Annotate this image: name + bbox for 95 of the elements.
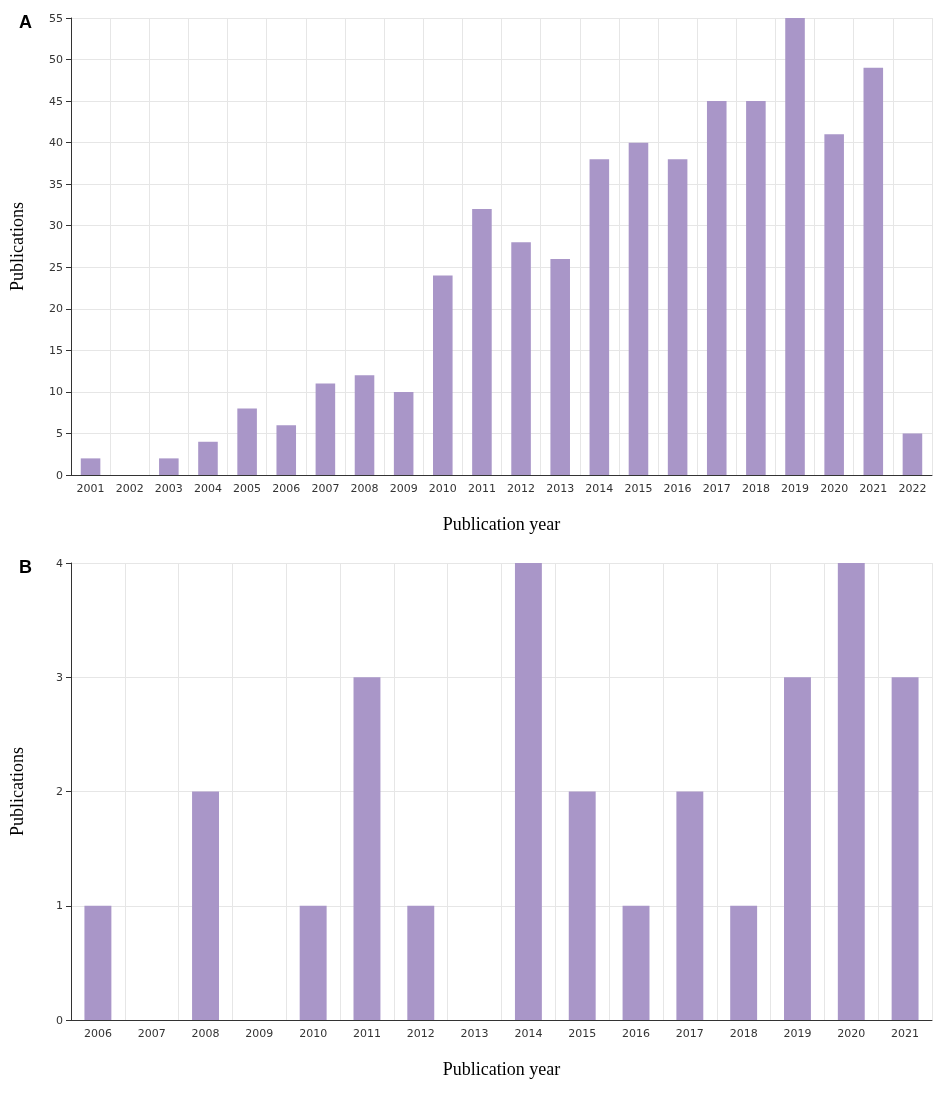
y-tick-label: 30 bbox=[49, 219, 63, 233]
x-tick-label: 2019 bbox=[783, 1027, 812, 1040]
x-axis-title: Publication year bbox=[442, 1059, 561, 1079]
x-tick-label: 2018 bbox=[729, 1027, 758, 1040]
x-tick-label: 2011 bbox=[467, 482, 496, 495]
bar bbox=[667, 159, 688, 475]
bar bbox=[354, 375, 375, 475]
x-tick-label: 2003 bbox=[154, 482, 183, 495]
x-tick-label: 2007 bbox=[311, 482, 340, 495]
bar bbox=[824, 134, 844, 475]
x-tick-label: 2013 bbox=[460, 1027, 489, 1040]
bar bbox=[784, 677, 811, 1020]
x-tick-label: 2011 bbox=[352, 1027, 381, 1040]
bar bbox=[299, 905, 327, 1020]
y-tick-label: 0 bbox=[56, 1013, 63, 1027]
x-tick-label: 2008 bbox=[191, 1027, 220, 1040]
bar bbox=[192, 791, 219, 1020]
x-tick-label: 2015 bbox=[568, 1027, 597, 1040]
x-tick-label: 2018 bbox=[741, 482, 770, 495]
bar bbox=[511, 242, 531, 475]
y-tick-label: 45 bbox=[49, 94, 63, 108]
x-tick-label: 2001 bbox=[76, 482, 105, 495]
bar bbox=[80, 458, 101, 475]
bar bbox=[568, 791, 596, 1020]
bar bbox=[891, 677, 919, 1020]
bar bbox=[393, 391, 414, 475]
bar bbox=[84, 905, 112, 1020]
bar bbox=[622, 905, 650, 1020]
y-tick-label: 25 bbox=[49, 260, 63, 274]
x-tick-label: 2015 bbox=[624, 482, 653, 495]
x-tick-label: 2012 bbox=[406, 1027, 435, 1040]
x-tick-label: 2021 bbox=[859, 482, 888, 495]
y-tick-label: 3 bbox=[56, 670, 63, 684]
y-tick-label: 15 bbox=[49, 343, 63, 357]
x-tick-label: 2009 bbox=[245, 1027, 274, 1040]
x-tick-label: 2020 bbox=[820, 482, 849, 495]
x-tick-label: 2010 bbox=[428, 482, 457, 495]
x-tick-label: 2017 bbox=[675, 1027, 704, 1040]
x-tick-label: 2022 bbox=[898, 482, 927, 495]
y-axis-title: Publications bbox=[7, 202, 27, 291]
y-tick-label: 5 bbox=[56, 426, 63, 440]
bar bbox=[514, 563, 542, 1020]
x-tick-label: 2007 bbox=[137, 1027, 166, 1040]
y-tick-label: 20 bbox=[49, 302, 63, 316]
y-tick-label: 4 bbox=[56, 556, 63, 570]
bar bbox=[706, 101, 727, 475]
bar bbox=[315, 383, 336, 475]
bar bbox=[628, 142, 649, 475]
y-tick-label: 10 bbox=[49, 385, 63, 399]
x-tick-label: 2017 bbox=[702, 482, 731, 495]
x-tick-label: 2008 bbox=[350, 482, 379, 495]
bar bbox=[746, 101, 766, 475]
bar bbox=[276, 425, 297, 475]
bar bbox=[353, 677, 381, 1020]
bar bbox=[863, 67, 884, 475]
x-tick-label: 2006 bbox=[83, 1027, 112, 1040]
x-tick-label: 2012 bbox=[507, 482, 536, 495]
y-tick-label: 50 bbox=[49, 53, 63, 67]
y-tick-label: 55 bbox=[49, 11, 63, 25]
x-tick-label: 2002 bbox=[115, 482, 144, 495]
y-tick-label: 2 bbox=[56, 785, 63, 798]
bar bbox=[902, 433, 923, 475]
y-tick-label: 1 bbox=[56, 899, 63, 913]
x-tick-label: 2009 bbox=[389, 482, 418, 495]
x-tick-label: 2006 bbox=[272, 482, 301, 495]
chart-title: B bbox=[19, 557, 32, 577]
x-tick-label: 2020 bbox=[837, 1027, 866, 1040]
y-tick-label: 35 bbox=[49, 177, 63, 191]
x-tick-label: 2021 bbox=[891, 1027, 920, 1040]
bar bbox=[237, 408, 257, 475]
y-axis-title: Publications bbox=[7, 747, 27, 836]
bar bbox=[407, 905, 435, 1020]
x-tick-label: 2016 bbox=[622, 1027, 651, 1040]
bar bbox=[785, 18, 805, 475]
chart-title: A bbox=[19, 12, 32, 32]
x-tick-label: 2014 bbox=[514, 1027, 543, 1040]
x-tick-label: 2005 bbox=[233, 482, 262, 495]
bar bbox=[433, 275, 453, 475]
bar bbox=[730, 905, 758, 1020]
bar bbox=[550, 258, 570, 475]
bar bbox=[198, 441, 218, 475]
bar bbox=[676, 791, 704, 1020]
x-tick-label: 2010 bbox=[299, 1027, 328, 1040]
bar bbox=[837, 563, 865, 1020]
x-tick-label: 2013 bbox=[546, 482, 575, 495]
bar bbox=[589, 159, 610, 475]
y-tick-label: 40 bbox=[49, 136, 63, 150]
x-tick-label: 2014 bbox=[585, 482, 614, 495]
bar bbox=[472, 209, 492, 475]
x-tick-label: 2016 bbox=[663, 482, 692, 495]
x-tick-label: 2004 bbox=[193, 482, 222, 495]
bar bbox=[159, 458, 179, 475]
y-tick-label: 0 bbox=[56, 468, 63, 482]
x-tick-label: 2019 bbox=[781, 482, 810, 495]
x-axis-title: Publication year bbox=[442, 514, 561, 534]
